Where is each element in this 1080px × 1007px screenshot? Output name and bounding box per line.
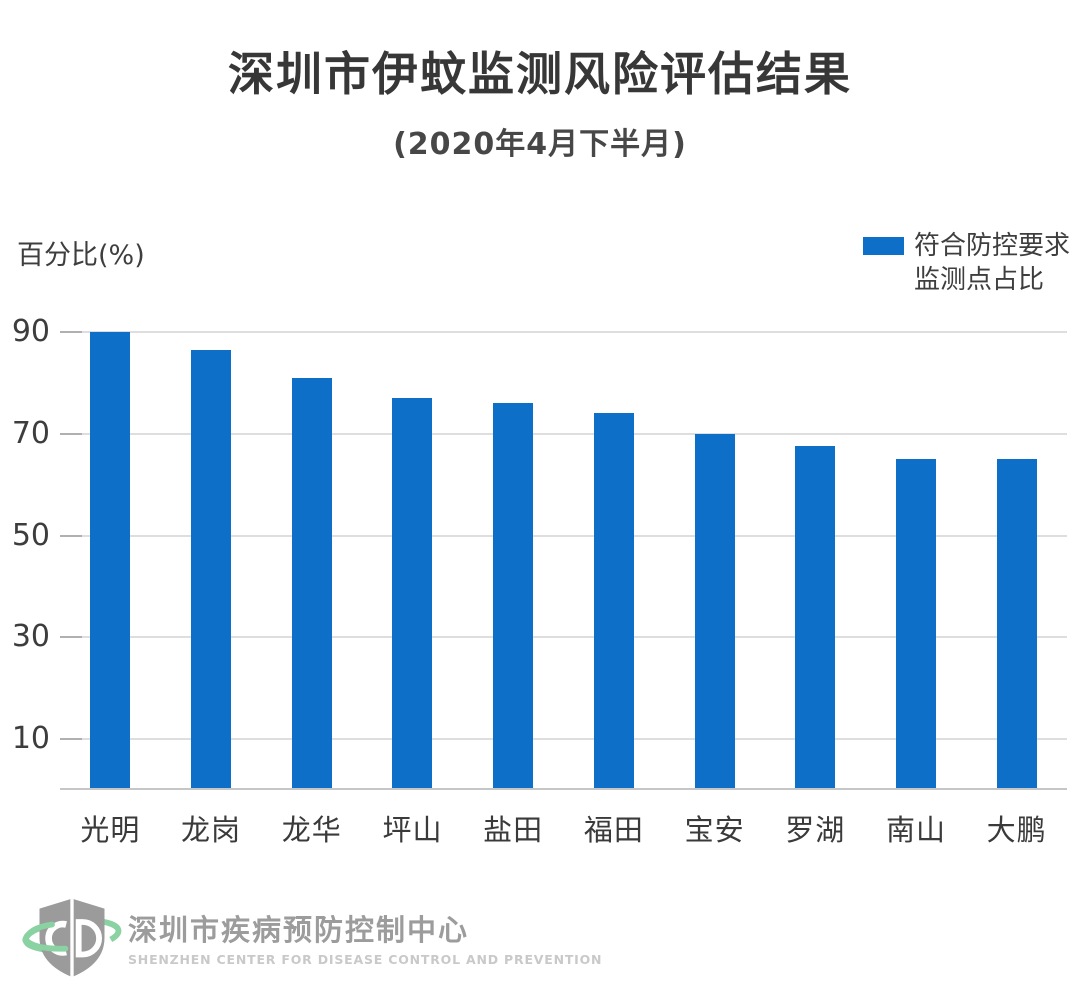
bar-slot bbox=[765, 281, 866, 790]
y-axis-tick bbox=[60, 636, 82, 639]
org-name-cn: 深圳市疾病预防控制中心 bbox=[128, 913, 470, 947]
y-axis-tick bbox=[60, 330, 82, 333]
y-tick-label: 70 bbox=[11, 415, 50, 451]
legend-label-line-1: 符合防控要求 bbox=[914, 231, 1071, 261]
bar-宝安 bbox=[694, 433, 735, 790]
y-axis-unit-label: 百分比(%) bbox=[17, 240, 145, 271]
gridline bbox=[60, 636, 1067, 639]
y-axis-tick bbox=[60, 534, 82, 537]
x-tick-label: 南山 bbox=[885, 813, 946, 847]
org-name-en: SHENZHEN CENTER FOR DISEASE CONTROL AND … bbox=[128, 952, 603, 967]
bar-slot bbox=[362, 281, 463, 790]
x-tick-label: 盐田 bbox=[483, 813, 544, 847]
page-title: 深圳市伊蚊监测风险评估结果 bbox=[228, 47, 852, 101]
x-tick-label: 龙华 bbox=[281, 813, 342, 847]
y-tick-label: 90 bbox=[11, 313, 50, 349]
plot-area: 10 30 50 70 90 bbox=[12, 281, 1067, 790]
y-tick-label: 10 bbox=[11, 721, 50, 757]
bar-slot bbox=[463, 281, 564, 790]
footer: 深圳市疾病预防控制中心 SHENZHEN CENTER FOR DISEASE … bbox=[22, 884, 602, 990]
bar-大鹏 bbox=[996, 459, 1037, 790]
bar-slot bbox=[261, 281, 362, 790]
x-tick-label: 宝安 bbox=[684, 813, 745, 847]
gridline bbox=[60, 738, 1067, 741]
gridline bbox=[60, 432, 1067, 435]
x-tick-label: 大鹏 bbox=[986, 813, 1047, 847]
x-tick-label: 福田 bbox=[583, 813, 644, 847]
bar-龙华 bbox=[291, 377, 332, 790]
bar-福田 bbox=[593, 413, 634, 790]
org-name-block: 深圳市疾病预防控制中心 SHENZHEN CENTER FOR DISEASE … bbox=[128, 907, 602, 967]
page-subtitle: (2020年4月下半月) bbox=[393, 127, 687, 162]
y-tick-label: 50 bbox=[11, 517, 50, 553]
bar-罗湖 bbox=[795, 446, 836, 790]
legend-label-line-2: 监测点占比 bbox=[914, 265, 1045, 295]
bar-slot bbox=[60, 281, 161, 790]
bar-光明 bbox=[90, 331, 131, 790]
x-axis-line bbox=[60, 788, 1067, 790]
bar-slot bbox=[564, 281, 665, 790]
y-tick-label: 30 bbox=[11, 619, 50, 655]
x-tick-label: 坪山 bbox=[382, 813, 443, 847]
x-tick-label: 罗湖 bbox=[785, 813, 846, 847]
bar-南山 bbox=[895, 459, 936, 790]
legend-swatch-icon bbox=[863, 237, 904, 255]
legend: 符合防控要求 监测点占比 bbox=[863, 229, 1070, 297]
bar-slot bbox=[664, 281, 765, 790]
bar-slot bbox=[866, 281, 967, 790]
y-axis-tick bbox=[60, 432, 82, 435]
gridline bbox=[60, 330, 1067, 333]
gridline bbox=[60, 534, 1067, 537]
bar-slot bbox=[161, 281, 262, 790]
cdc-shield-logo-icon bbox=[22, 898, 122, 977]
bar-slot bbox=[966, 281, 1067, 790]
x-axis-labels: 光明 龙岗 龙华 坪山 盐田 福田 宝安 罗湖 南山 大鹏 bbox=[60, 807, 1067, 849]
x-tick-label: 光明 bbox=[80, 813, 141, 847]
legend-label: 符合防控要求 监测点占比 bbox=[914, 229, 1070, 297]
bar-盐田 bbox=[493, 403, 534, 790]
y-axis-tick bbox=[60, 738, 82, 741]
bar-group bbox=[60, 281, 1067, 790]
bar-龙岗 bbox=[191, 349, 232, 790]
x-tick-label: 龙岗 bbox=[181, 813, 242, 847]
bar-坪山 bbox=[392, 398, 433, 790]
